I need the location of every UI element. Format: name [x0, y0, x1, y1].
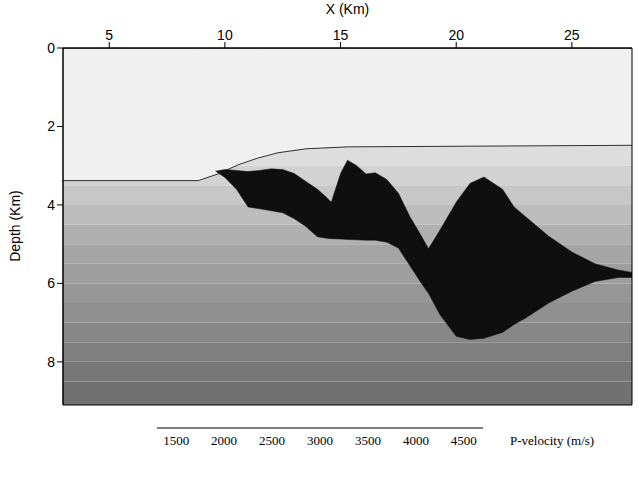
html-text:X (Km): X (Km) [325, 1, 370, 17]
svg-text:2: 2 [47, 118, 55, 134]
svg-text:5: 5 [105, 27, 113, 43]
svg-text:2500: 2500 [259, 433, 285, 448]
html-text:Depth (Km): Depth (Km) [7, 189, 23, 262]
svg-text:0: 0 [47, 40, 55, 56]
svg-text:25: 25 [564, 27, 580, 43]
svg-text:4000: 4000 [403, 433, 429, 448]
svg-text:8: 8 [47, 354, 55, 370]
svg-text:3000: 3000 [307, 433, 333, 448]
svg-text:6: 6 [47, 275, 55, 291]
html-text:P-velocity (m/s): P-velocity (m/s) [510, 433, 595, 448]
svg-text:10: 10 [217, 27, 233, 43]
svg-text:2000: 2000 [211, 433, 237, 448]
svg-text:3500: 3500 [355, 433, 381, 448]
svg-text:4: 4 [47, 197, 55, 213]
svg-text:15: 15 [333, 27, 349, 43]
svg-text:4500: 4500 [451, 433, 477, 448]
svg-text:1500: 1500 [163, 433, 189, 448]
svg-text:20: 20 [448, 27, 464, 43]
